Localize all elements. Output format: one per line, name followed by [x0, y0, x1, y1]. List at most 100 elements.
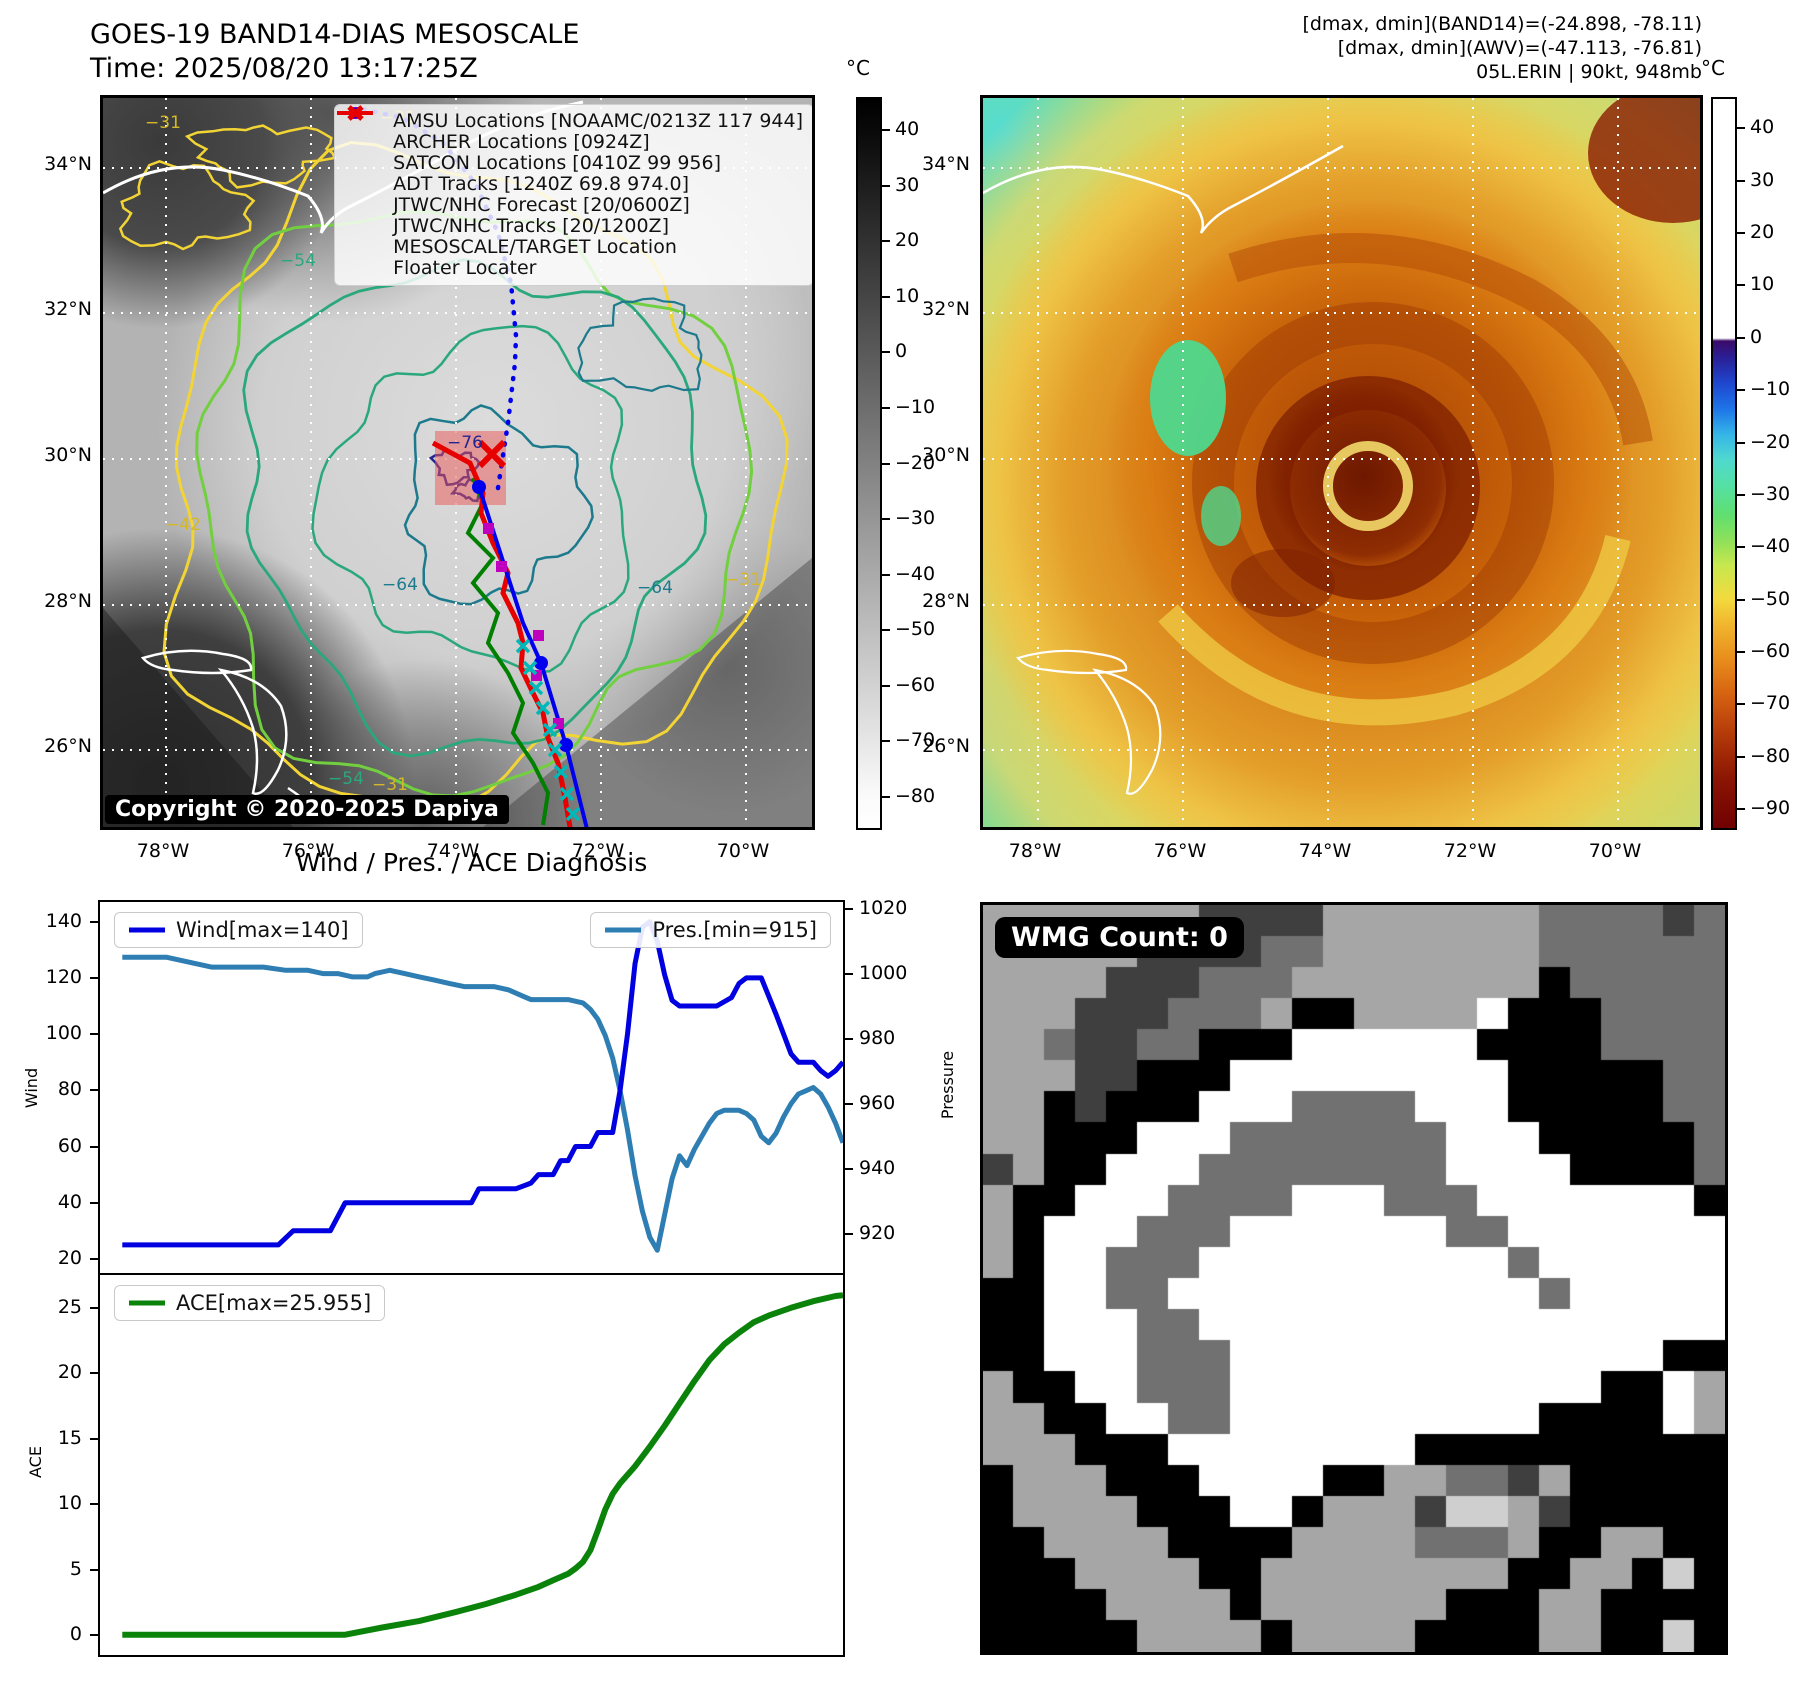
ace-legend-swatch: [129, 1300, 165, 1306]
pressure-tick: [845, 907, 853, 910]
colorbar-tick-label: −40: [895, 562, 936, 585]
colorbar-tick: [882, 573, 890, 576]
pressure-tick: [845, 972, 853, 975]
colorbar-tick: [1737, 232, 1745, 235]
colorbar-tick: [1737, 389, 1745, 392]
lon-tick-label: 72°W: [1443, 840, 1497, 862]
pressure-tick-label: 1020: [859, 896, 908, 919]
lat-tick-label: 32°N: [922, 298, 970, 320]
ace-tick-label: 0: [69, 1623, 82, 1646]
colorbar-tick-label: 20: [895, 229, 920, 252]
colorbar-tick: [882, 629, 890, 632]
lon-tick-label: 74°W: [426, 840, 480, 862]
lat-tick-label: 28°N: [922, 590, 970, 612]
ace-tick-label: 15: [57, 1426, 82, 1449]
pressure-tick-label: 1000: [859, 961, 908, 984]
wmg-count-badge: WMG Count: 0: [995, 917, 1244, 958]
colorbar-tick: [1737, 493, 1745, 496]
wind-tick: [90, 1257, 98, 1260]
colorbar-tick: [1737, 441, 1745, 444]
page-title: GOES-19 BAND14-DIAS MESOSCALE Time: 2025…: [90, 18, 579, 86]
right-colorbar: [1711, 97, 1737, 830]
colorbar-tick-label: −30: [895, 507, 936, 530]
lat-tick-label: 28°N: [44, 590, 92, 612]
pressure-tick-label: 920: [859, 1221, 896, 1244]
dmax-dmin-band14: [dmax, dmin](BAND14)=(-24.898, -78.11): [1302, 13, 1702, 35]
band14-satellite-panel: −31−31−54−76−64−64−42−31−54−31 AMSU Loca…: [100, 95, 815, 830]
colorbar-tick: [1737, 336, 1745, 339]
wind-tick: [90, 1145, 98, 1148]
lon-tick-label: 78°W: [136, 840, 190, 862]
wind-tick-label: 80: [57, 1078, 82, 1101]
colorbar-tick: [1737, 127, 1745, 130]
legend-item: SATCON Locations [0410Z 99 956]: [341, 106, 803, 174]
contour-label: −31: [725, 570, 761, 590]
lon-tick-label: 74°W: [1298, 840, 1352, 862]
lon-tick-label: 70°W: [1588, 840, 1642, 862]
ace-legend-label: ACE[max=25.955]: [176, 1291, 372, 1315]
colorbar-tick-label: −10: [1750, 378, 1791, 401]
pressure-legend: Pres.[min=915]: [590, 912, 831, 948]
colorbar-tick-label: −70: [895, 729, 936, 752]
lat-tick-label: 32°N: [44, 298, 92, 320]
colorbar-tick-label: −90: [1750, 797, 1791, 820]
pressure-legend-swatch: [605, 927, 642, 933]
pressure-axis-label: Pressure: [938, 1050, 957, 1120]
colorbar-tick-label: 0: [895, 340, 908, 363]
chart-title: Wind / Pres. / ACE Diagnosis: [295, 848, 648, 877]
lat-tick-label: 30°N: [44, 444, 92, 466]
contour-label: −64: [637, 578, 673, 598]
legend-item: Floater Locater: [337, 111, 803, 279]
ace-tick: [90, 1306, 98, 1309]
ace-tick-label: 10: [57, 1492, 82, 1515]
colorbar-tick-label: 20: [1750, 221, 1775, 244]
band14-map-canvas: −31−31−54−76−64−64−42−31−54−31: [103, 98, 812, 827]
pressure-tick: [845, 1037, 853, 1040]
ace-tick: [90, 1372, 98, 1375]
right-colorbar-unit: °C: [1701, 56, 1725, 80]
contour-label: −31: [372, 775, 408, 795]
wind-tick: [90, 920, 98, 923]
legend-item-label: MESOSCALE/TARGET Location: [393, 236, 677, 258]
colorbar-tick-label: −50: [895, 618, 936, 641]
legend-item-label: JTWC/NHC Forecast [20/0600Z]: [393, 194, 690, 216]
colorbar-tick: [1737, 179, 1745, 182]
colorbar-tick-label: 30: [1750, 168, 1775, 191]
lon-tick-label: 72°W: [571, 840, 625, 862]
colorbar-tick: [882, 184, 890, 187]
legend-item: JTWC/NHC Tracks [20/1200Z]: [337, 107, 803, 237]
ace-tick: [90, 1503, 98, 1506]
colorbar-tick: [882, 240, 890, 243]
colorbar-tick: [882, 295, 890, 298]
colorbar-tick-label: 0: [1750, 325, 1763, 348]
legend-item-label: ARCHER Locations [0924Z]: [393, 131, 650, 153]
wind-tick-label: 140: [45, 909, 82, 932]
wmg-mask-image: [983, 905, 1725, 1652]
wind-legend: Wind[max=140]: [114, 912, 363, 948]
colorbar-tick: [1737, 284, 1745, 287]
left-colorbar-unit: °C: [846, 56, 870, 80]
colorbar-tick-label: 40: [1750, 116, 1775, 139]
page-title-line1: GOES-19 BAND14-DIAS MESOSCALE: [90, 19, 580, 50]
contour-label: −42: [165, 515, 201, 535]
colorbar-tick: [882, 406, 890, 409]
wind-tick-label: 20: [57, 1246, 82, 1269]
ace-tick: [90, 1568, 98, 1571]
legend-item-label: AMSU Locations [NOAAMC/0213Z 117 944]: [393, 110, 803, 132]
ace-legend: ACE[max=25.955]: [114, 1285, 386, 1321]
colorbar-tick: [1737, 598, 1745, 601]
colorbar-tick: [882, 518, 890, 521]
colorbar-tick: [882, 684, 890, 687]
header-stats: [dmax, dmin](BAND14)=(-24.898, -78.11) […: [1100, 12, 1702, 84]
colorbar-tick-label: −10: [895, 395, 936, 418]
colorbar-tick: [1737, 808, 1745, 811]
page-title-line2: Time: 2025/08/20 13:17:25Z: [90, 53, 478, 84]
wind-pressure-plot: [122, 919, 846, 1253]
colorbar-tick-label: −70: [1750, 692, 1791, 715]
lat-tick-label: 34°N: [922, 153, 970, 175]
storm-id-intensity: 05L.ERIN | 90kt, 948mb: [1476, 61, 1702, 83]
colorbar-tick: [882, 740, 890, 743]
wmg-mask-panel: WMG Count: 0: [980, 902, 1728, 1655]
wind-tick: [90, 1033, 98, 1036]
